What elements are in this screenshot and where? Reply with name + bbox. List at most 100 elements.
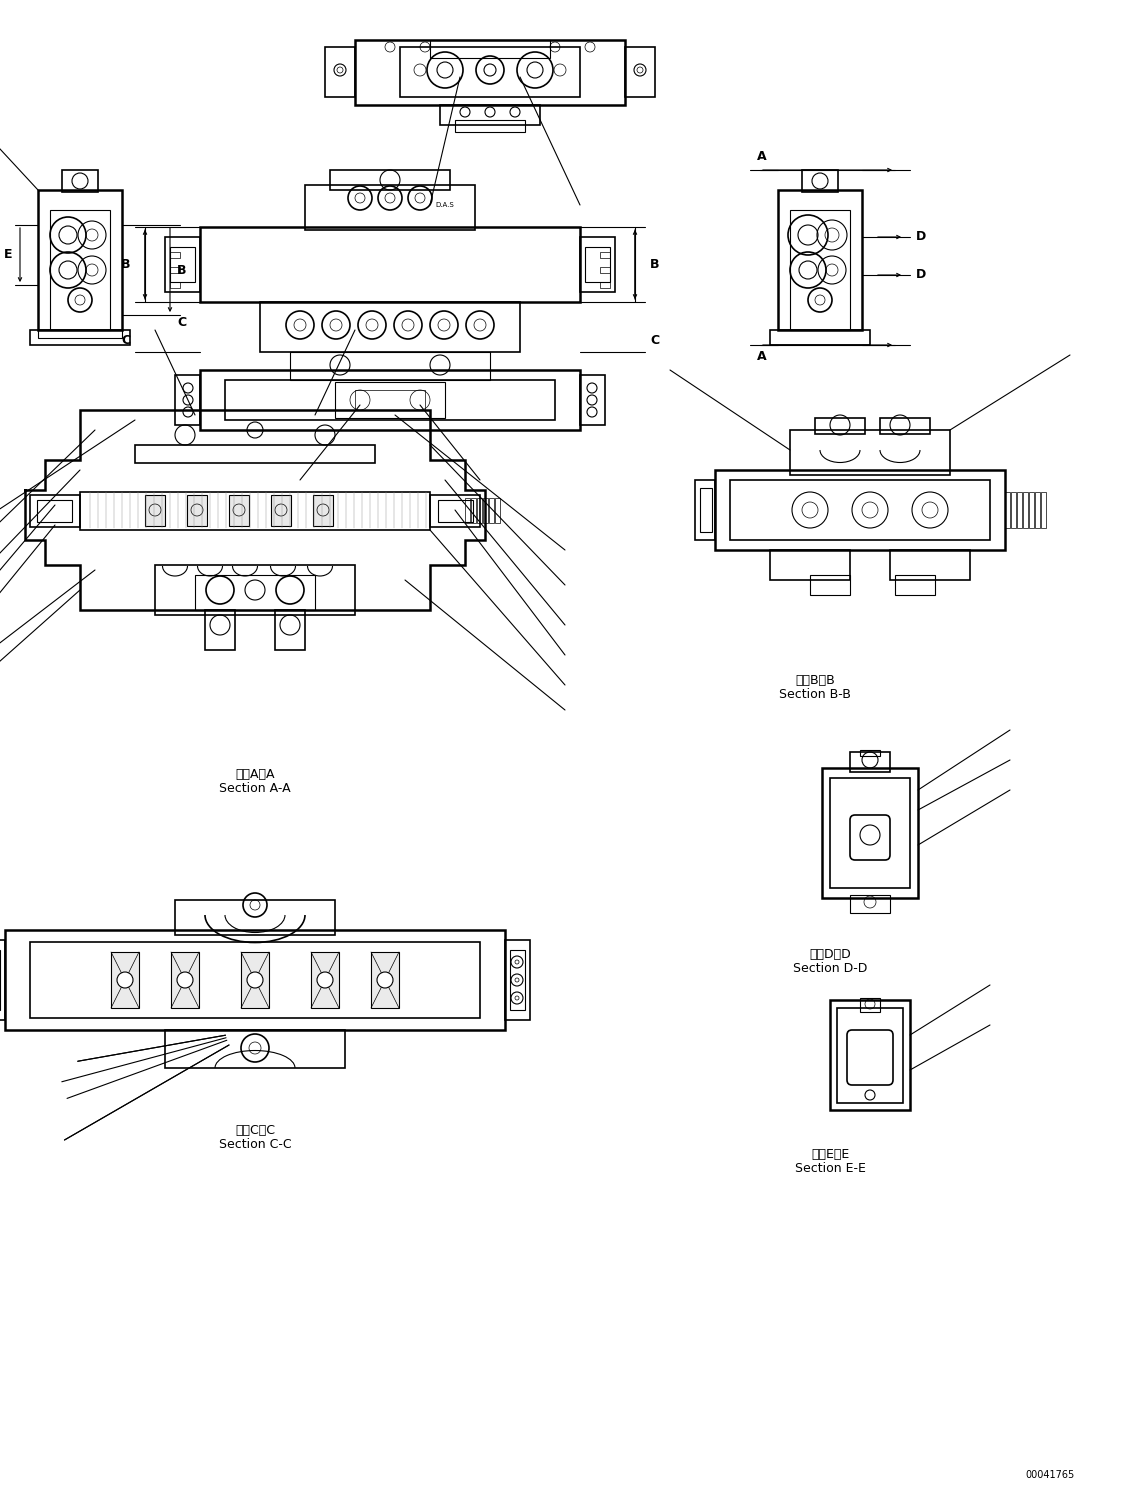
Bar <box>580 374 605 425</box>
Bar <box>30 330 130 345</box>
Bar <box>465 498 470 524</box>
Bar <box>890 551 970 580</box>
Text: A: A <box>757 351 766 364</box>
Bar <box>38 330 122 339</box>
Circle shape <box>177 971 193 988</box>
Bar <box>489 498 493 524</box>
Bar <box>860 998 880 1012</box>
Bar <box>171 248 196 282</box>
Bar <box>790 210 850 330</box>
Bar <box>511 950 525 1010</box>
Bar <box>205 610 235 651</box>
Bar <box>700 488 712 533</box>
Circle shape <box>117 971 133 988</box>
Bar <box>135 445 375 463</box>
Bar <box>880 418 930 434</box>
Bar <box>80 492 430 530</box>
Bar <box>50 210 110 330</box>
FancyBboxPatch shape <box>850 815 890 859</box>
Bar <box>440 104 540 125</box>
Bar <box>1016 492 1022 528</box>
Text: Section C-C: Section C-C <box>218 1137 291 1150</box>
Text: 断面A－A: 断面A－A <box>235 768 275 782</box>
Text: C: C <box>650 334 659 346</box>
Text: 断面B－B: 断面B－B <box>795 673 835 686</box>
Bar <box>778 189 862 330</box>
Text: E: E <box>3 249 13 261</box>
Bar <box>478 498 482 524</box>
Bar <box>175 374 200 425</box>
Bar <box>430 495 480 527</box>
Bar <box>810 574 850 595</box>
Text: B: B <box>650 258 659 272</box>
Bar <box>1041 492 1046 528</box>
Bar <box>355 389 425 410</box>
Bar <box>200 227 580 301</box>
Bar <box>0 940 5 1021</box>
Bar <box>837 1009 903 1103</box>
Bar <box>371 952 399 1009</box>
Bar <box>830 1000 910 1110</box>
Bar <box>313 495 333 527</box>
Bar <box>325 48 355 97</box>
Bar <box>505 940 530 1021</box>
Bar <box>165 237 200 292</box>
Circle shape <box>377 971 393 988</box>
Bar <box>330 170 450 189</box>
Bar <box>241 952 269 1009</box>
Bar <box>335 382 445 418</box>
Circle shape <box>317 971 333 988</box>
Bar <box>1011 492 1016 528</box>
Bar <box>695 480 715 540</box>
Bar <box>830 777 910 888</box>
Bar <box>186 495 207 527</box>
Bar <box>171 267 180 273</box>
Bar <box>30 941 480 1018</box>
Bar <box>171 952 199 1009</box>
Bar <box>165 1029 345 1068</box>
Bar <box>1023 492 1028 528</box>
Text: Section E-E: Section E-E <box>795 1162 865 1176</box>
Bar <box>790 430 951 474</box>
Bar <box>471 498 476 524</box>
Bar <box>600 267 609 273</box>
Bar <box>175 900 335 935</box>
Bar <box>430 40 550 58</box>
Bar <box>600 252 609 258</box>
Bar <box>5 930 505 1029</box>
Bar <box>495 498 500 524</box>
Bar <box>38 500 72 522</box>
Bar <box>155 565 355 615</box>
Text: D.A.S: D.A.S <box>435 201 455 207</box>
Bar <box>770 330 870 345</box>
Text: Section A-A: Section A-A <box>219 782 291 795</box>
Bar <box>895 574 935 595</box>
Bar <box>815 418 865 434</box>
Bar <box>850 752 890 771</box>
Bar <box>822 768 918 898</box>
Bar <box>38 189 122 330</box>
Text: B: B <box>121 258 130 272</box>
Bar <box>580 237 615 292</box>
Bar <box>196 574 315 610</box>
Bar <box>600 282 609 288</box>
Text: 断面D－D: 断面D－D <box>810 949 850 961</box>
Bar <box>483 498 488 524</box>
Text: 00041765: 00041765 <box>1026 1470 1074 1480</box>
Bar <box>171 282 180 288</box>
Bar <box>802 170 838 192</box>
Bar <box>146 495 165 527</box>
Bar <box>30 495 80 527</box>
Bar <box>171 252 180 258</box>
FancyBboxPatch shape <box>847 1029 893 1085</box>
Bar <box>260 301 520 352</box>
Bar <box>312 952 339 1009</box>
Bar <box>275 610 305 651</box>
Text: D: D <box>916 230 927 243</box>
Bar <box>1005 492 1010 528</box>
Bar <box>225 380 555 421</box>
Bar <box>860 750 880 756</box>
Bar <box>200 370 580 430</box>
Text: D: D <box>916 269 927 282</box>
Bar <box>586 248 609 282</box>
